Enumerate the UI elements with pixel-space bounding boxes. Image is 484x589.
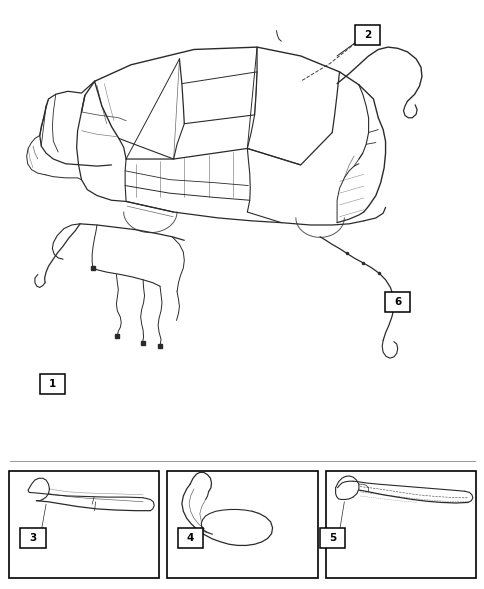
Text: 3: 3 bbox=[30, 534, 36, 543]
Bar bbox=[9, 471, 159, 578]
Bar bbox=[167, 471, 317, 578]
Text: 2: 2 bbox=[363, 31, 370, 40]
Bar bbox=[20, 528, 45, 548]
Text: 1: 1 bbox=[49, 379, 56, 389]
Text: 4: 4 bbox=[186, 534, 194, 543]
Text: 6: 6 bbox=[393, 297, 400, 306]
Text: 5: 5 bbox=[329, 534, 335, 543]
Bar bbox=[40, 374, 65, 394]
Bar bbox=[178, 528, 203, 548]
Bar bbox=[319, 528, 345, 548]
Bar bbox=[384, 292, 409, 312]
Bar bbox=[325, 471, 475, 578]
Bar bbox=[354, 25, 379, 45]
